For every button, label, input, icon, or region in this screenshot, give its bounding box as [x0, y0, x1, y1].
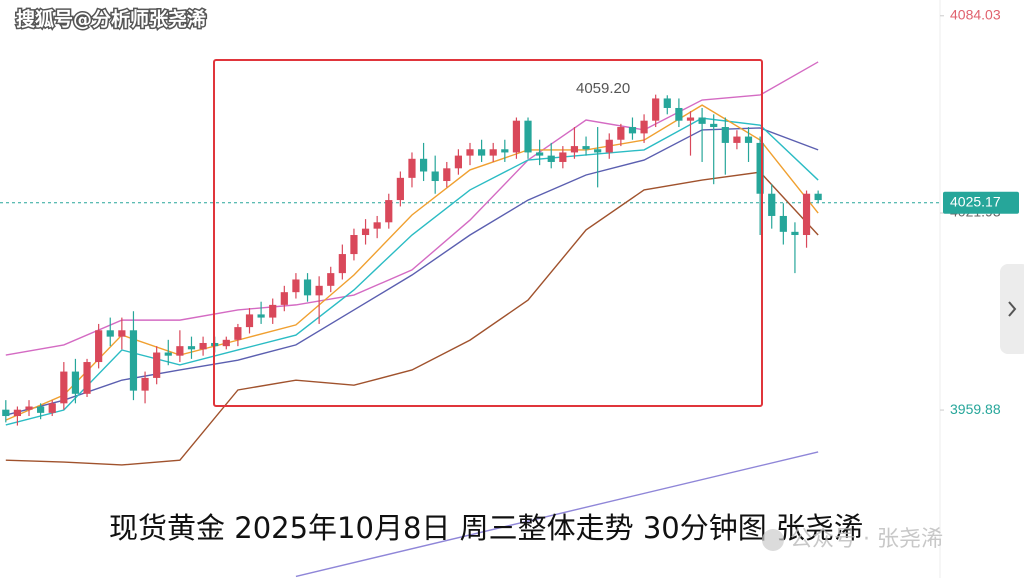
candle-body [350, 235, 358, 255]
candle-body [2, 409, 10, 417]
candle-body [814, 193, 822, 201]
candle-body [617, 127, 625, 140]
candle-body [176, 346, 184, 356]
candle-body [153, 352, 161, 378]
current-price-box [943, 191, 1019, 214]
candle-body [338, 254, 346, 274]
candle-body [431, 171, 439, 182]
chart-title: 现货黄金 2025年10月8日 周三整体走势 30分钟图 张尧浠 [109, 511, 863, 545]
candle-body [164, 352, 172, 356]
candle-body [721, 127, 729, 143]
candle-body [106, 330, 114, 337]
candle-body [37, 406, 45, 413]
candle-body [187, 346, 196, 350]
candle-body [698, 117, 706, 124]
candle-body [396, 177, 404, 201]
candle-body [802, 193, 811, 236]
indicator-line [295, 451, 819, 578]
footer-icon [762, 529, 784, 551]
candle-body [95, 330, 103, 363]
candle-body [222, 339, 230, 347]
candle-body [13, 409, 22, 417]
candle-body [292, 279, 300, 293]
candle-body [512, 120, 521, 153]
indicator-line [5, 61, 819, 356]
candle-body [234, 327, 242, 340]
nav-button[interactable] [1000, 264, 1024, 354]
candle-body [408, 158, 416, 178]
candle-body [594, 149, 602, 153]
candle-body [454, 155, 462, 169]
candle-body [710, 123, 718, 128]
candle-body [327, 273, 335, 286]
candle-body [60, 371, 68, 404]
candle-body [129, 330, 138, 391]
candle-body [373, 222, 381, 229]
candle-body [280, 292, 288, 305]
candle-body [466, 149, 474, 156]
candle-body [118, 330, 126, 337]
candle-body [524, 120, 532, 153]
candle-body [489, 149, 497, 156]
candle-body [733, 136, 741, 143]
candle-body [744, 136, 753, 143]
candle-body [257, 314, 265, 318]
footer-watermark: 公众号 · 张尧浠 [790, 527, 943, 552]
candle-body [361, 228, 370, 236]
candle-body [605, 139, 613, 153]
candle-body [628, 127, 637, 134]
candle-body [478, 149, 486, 156]
candle-body [768, 193, 776, 216]
candle-body [25, 406, 33, 410]
candle-body [686, 117, 695, 121]
candle-body [419, 158, 428, 172]
candle-body [559, 152, 567, 162]
indicator-line [5, 117, 819, 426]
candle-body [303, 279, 312, 296]
candle-body [199, 342, 207, 350]
candle-body [536, 152, 544, 156]
candle-body [756, 142, 764, 194]
candle-body [663, 98, 671, 108]
candle-body [385, 200, 393, 223]
y-tick-label: 4084.03 [950, 6, 1001, 22]
candle-body [269, 304, 277, 318]
candle-body [582, 146, 590, 150]
candle-body [315, 285, 323, 296]
indicator-line [5, 127, 819, 416]
candle-body [71, 371, 80, 394]
candle-body [570, 146, 579, 153]
watermark: 搜狐号@分析师张尧浠 [16, 8, 206, 31]
highlight-box [213, 59, 763, 407]
candle-body [245, 314, 254, 328]
candle-body [652, 98, 660, 121]
y-tick-label: 3959.88 [950, 401, 1001, 417]
candle-body [141, 377, 149, 391]
indicator-line [5, 104, 819, 421]
candle-body [675, 107, 683, 121]
candle-body [779, 215, 787, 232]
candle-body [48, 403, 56, 413]
candle-body [501, 149, 509, 153]
current-price-label: 4025.17 [950, 193, 1001, 209]
candle-body [443, 168, 451, 182]
candle-body [791, 231, 799, 236]
nav-arrow[interactable] [1008, 301, 1017, 317]
candle-body [640, 120, 648, 134]
max-label: 4059.20 [576, 80, 630, 97]
indicator-line [5, 171, 819, 466]
candle-body [83, 362, 91, 394]
candle-body [547, 155, 555, 162]
